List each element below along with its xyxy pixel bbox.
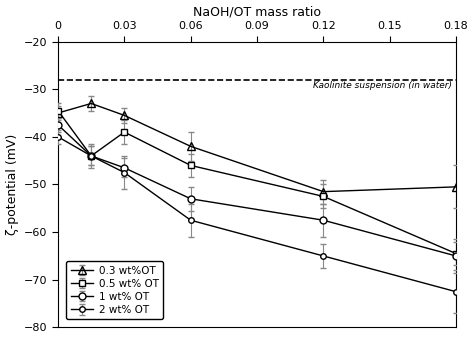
Text: Kaolinite suspension (in water): Kaolinite suspension (in water) [313, 81, 452, 90]
X-axis label: NaOH/OT mass ratio: NaOH/OT mass ratio [193, 5, 321, 19]
Y-axis label: ζ-potential (mV): ζ-potential (mV) [6, 134, 18, 235]
Legend: 0.3 wt%OT, 0.5 wt% OT, 1 wt% OT, 2 wt% OT: 0.3 wt%OT, 0.5 wt% OT, 1 wt% OT, 2 wt% O… [66, 261, 163, 319]
